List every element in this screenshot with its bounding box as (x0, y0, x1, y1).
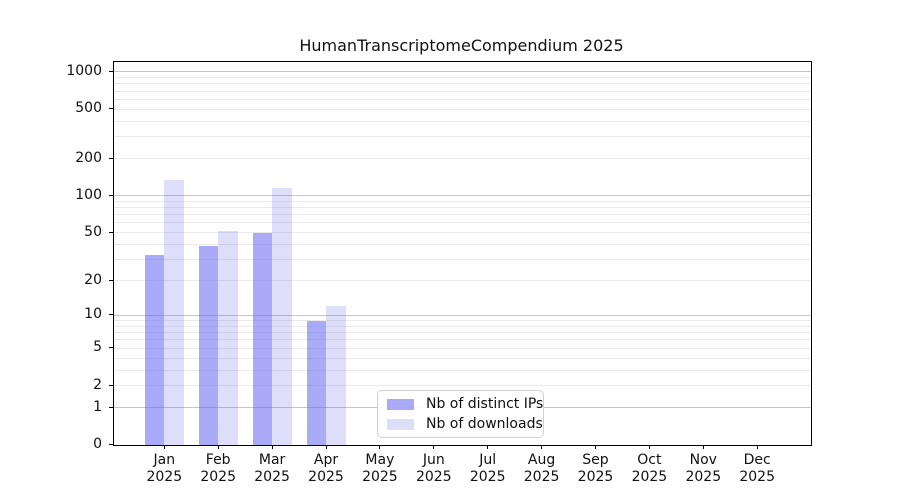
x-tick-label-aug-2025: Aug 2025 (523, 452, 560, 485)
minor-gridline-600 (114, 98, 811, 100)
legend-swatch-distinct-ips (387, 398, 414, 410)
bar-nb-of-downloads-jan-2025 (164, 179, 184, 445)
legend-label-distinct-ips: Nb of distinct IPs (426, 396, 544, 412)
minor-gridline-400 (114, 120, 811, 122)
y-tick-mark-100 (109, 194, 113, 196)
minor-gridline-30 (114, 259, 811, 261)
x-tick-mark-dec-2025 (756, 445, 758, 449)
major-gridline-10 (114, 314, 811, 316)
bar-nb-of-distinct-ips-jan-2025 (144, 254, 165, 445)
y-tick-label-1000: 1000 (66, 62, 102, 79)
y-tick-label-100: 100 (75, 186, 102, 203)
x-tick-label-mar-2025: Mar 2025 (254, 452, 290, 485)
plot-canvas (114, 62, 811, 445)
x-tick-mark-jun-2025 (433, 445, 435, 449)
x-tick-mark-mar-2025 (271, 445, 273, 449)
bar-nb-of-distinct-ips-mar-2025 (252, 232, 273, 445)
x-tick-mark-nov-2025 (702, 445, 704, 449)
y-tick-label-1: 1 (93, 398, 102, 415)
x-tick-mark-oct-2025 (648, 445, 650, 449)
y-tick-mark-0 (109, 444, 113, 445)
minor-gridline-4 (114, 357, 811, 359)
chart-title: HumanTranscriptomeCompendium 2025 (299, 36, 624, 55)
y-tick-label-2: 2 (93, 376, 102, 393)
x-tick-label-nov-2025: Nov 2025 (685, 452, 722, 485)
minor-gridline-900 (114, 77, 811, 79)
x-tick-label-feb-2025: Feb 2025 (200, 452, 236, 485)
minor-gridline-70 (114, 214, 811, 216)
y-tick-label-10: 10 (84, 306, 102, 323)
y-tick-label-50: 50 (84, 223, 102, 240)
x-tick-label-apr-2025: Apr 2025 (308, 452, 344, 485)
bar-nb-of-distinct-ips-feb-2025 (198, 245, 219, 445)
bar-nb-of-distinct-ips-apr-2025 (306, 320, 326, 445)
x-tick-mark-apr-2025 (325, 445, 327, 449)
y-tick-label-500: 500 (75, 100, 102, 117)
x-tick-mark-jan-2025 (163, 445, 165, 449)
x-tick-mark-may-2025 (379, 445, 381, 449)
y-tick-label-200: 200 (75, 149, 102, 166)
minor-gridline-3 (114, 369, 811, 371)
plot-area (113, 61, 812, 446)
y-tick-mark-2 (109, 384, 113, 386)
minor-gridline-50 (114, 232, 811, 234)
y-tick-mark-1000 (109, 70, 113, 72)
y-tick-label-5: 5 (93, 339, 102, 356)
x-tick-mark-sep-2025 (595, 445, 596, 449)
y-tick-label-20: 20 (84, 271, 102, 288)
major-gridline-100 (114, 195, 811, 197)
minor-gridline-300 (114, 136, 811, 138)
y-tick-mark-50 (109, 231, 113, 233)
y-tick-mark-10 (109, 314, 113, 316)
x-tick-label-dec-2025: Dec 2025 (739, 452, 775, 485)
minor-gridline-800 (114, 83, 811, 85)
bar-nb-of-downloads-mar-2025 (272, 188, 292, 445)
y-tick-mark-500 (109, 108, 113, 110)
x-tick-label-jul-2025: Jul 2025 (469, 452, 506, 485)
minor-gridline-80 (114, 207, 811, 209)
minor-gridline-2 (114, 385, 811, 387)
y-tick-mark-1 (109, 406, 113, 408)
y-tick-label-0: 0 (93, 436, 102, 452)
minor-gridline-60 (114, 222, 811, 224)
x-tick-label-jan-2025: Jan 2025 (146, 452, 183, 485)
minor-gridline-8 (114, 325, 811, 327)
legend-swatch-downloads (387, 418, 414, 430)
legend-entry-downloads: Nb of downloads (387, 416, 543, 432)
minor-gridline-6 (114, 339, 811, 341)
y-tick-mark-5 (109, 347, 113, 349)
y-tick-mark-20 (109, 279, 113, 281)
minor-gridline-90 (114, 200, 811, 202)
minor-gridline-700 (114, 90, 811, 92)
bar-nb-of-downloads-apr-2025 (326, 306, 346, 445)
minor-gridline-7 (114, 332, 811, 334)
x-tick-label-oct-2025: Oct 2025 (631, 452, 668, 485)
x-tick-mark-jul-2025 (487, 445, 489, 449)
x-tick-label-sep-2025: Sep 2025 (577, 452, 614, 485)
minor-gridline-200 (114, 158, 811, 160)
legend: Nb of distinct IPs Nb of downloads (377, 390, 544, 438)
x-tick-label-jun-2025: Jun 2025 (415, 452, 452, 485)
minor-gridline-5 (114, 347, 811, 349)
minor-gridline-20 (114, 280, 811, 282)
minor-gridline-9 (114, 320, 811, 322)
minor-gridline-500 (114, 108, 811, 110)
x-tick-label-may-2025: May 2025 (362, 452, 398, 485)
minor-gridline-40 (114, 243, 811, 245)
legend-entry-distinct-ips: Nb of distinct IPs (387, 396, 543, 412)
x-tick-mark-feb-2025 (217, 445, 219, 449)
legend-label-downloads: Nb of downloads (426, 416, 543, 432)
bar-nb-of-downloads-feb-2025 (218, 230, 238, 445)
x-tick-mark-aug-2025 (541, 445, 543, 449)
y-tick-mark-200 (109, 157, 113, 159)
major-gridline-1000 (114, 71, 811, 73)
